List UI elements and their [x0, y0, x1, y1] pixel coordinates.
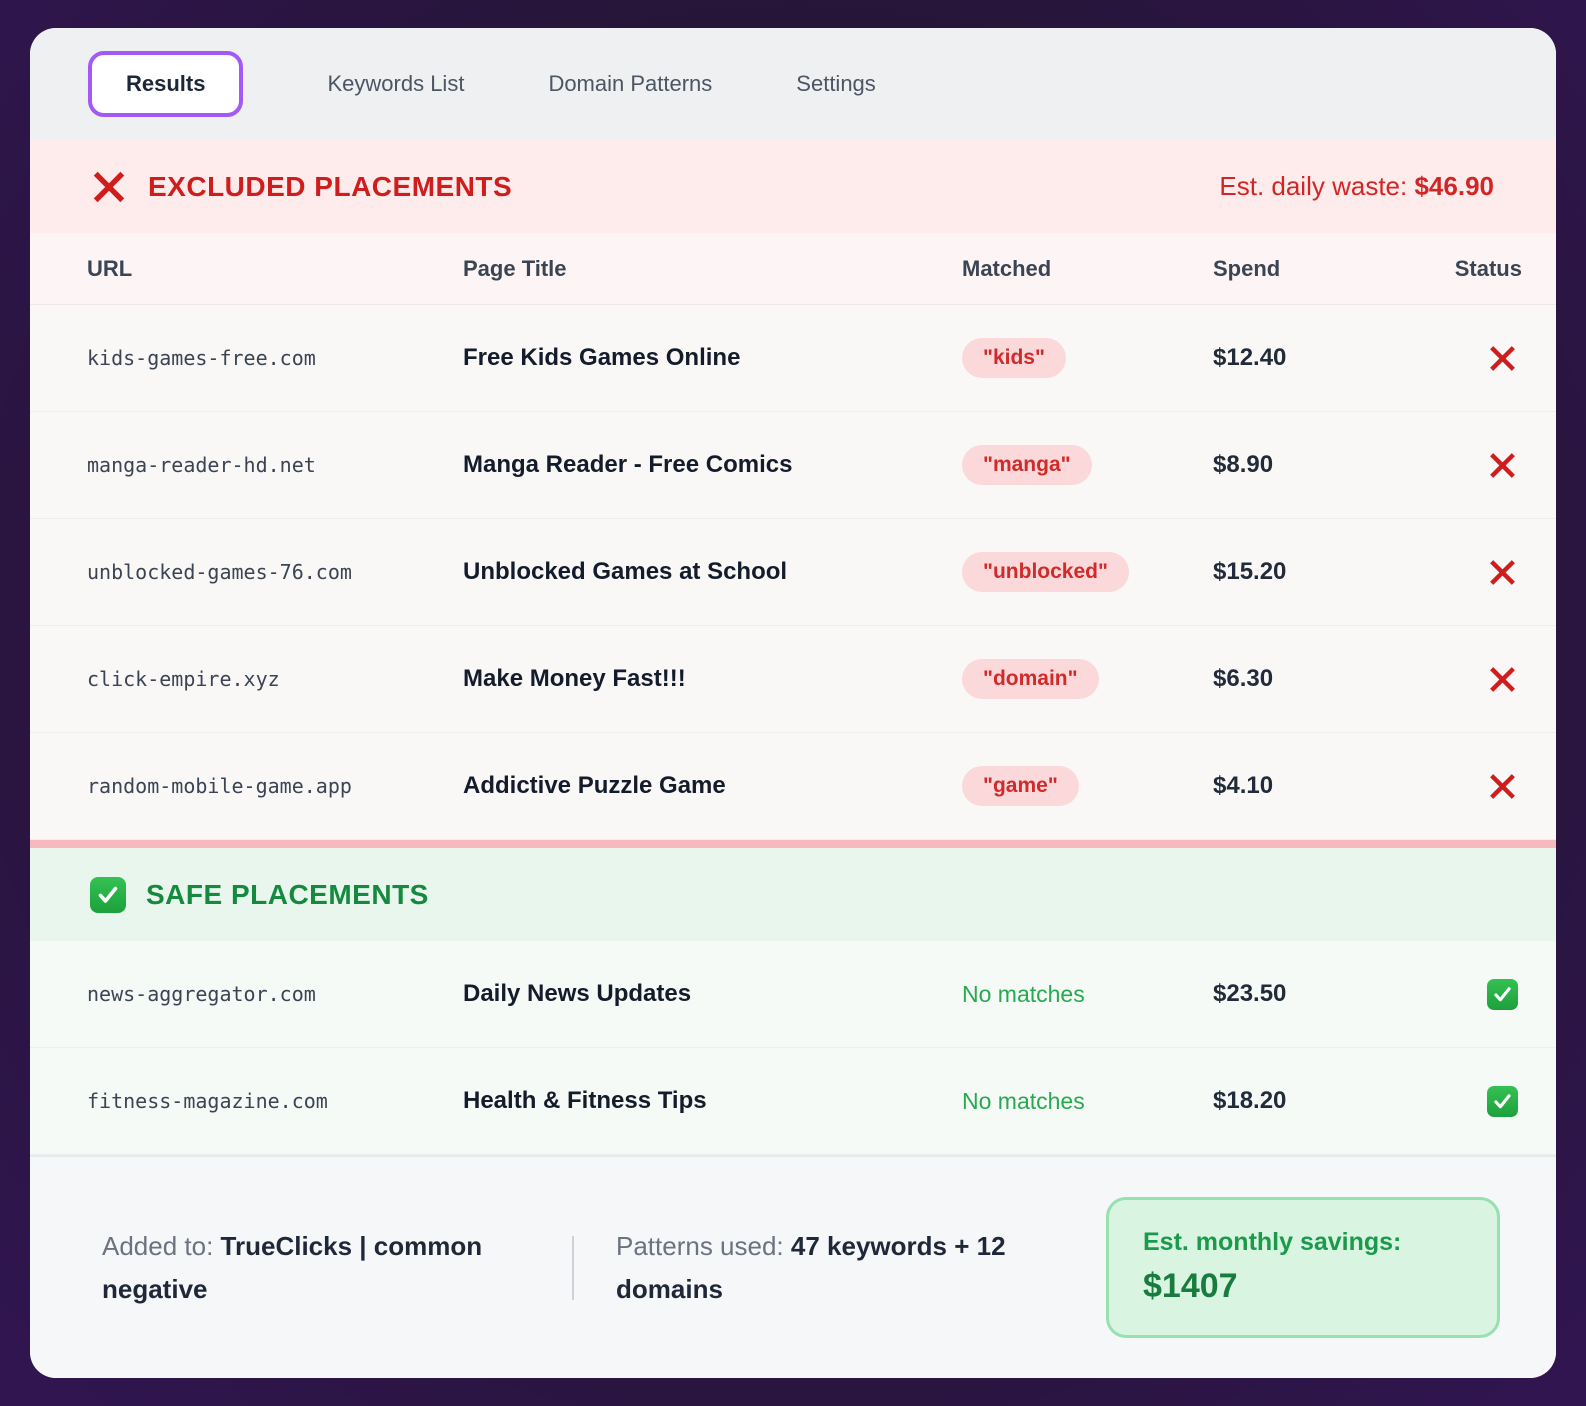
row-spend: $12.40	[1213, 344, 1287, 371]
tab-settings[interactable]: Settings	[796, 71, 876, 96]
tab-domain-patterns[interactable]: Domain Patterns	[548, 71, 713, 96]
no-matches-label: No matches	[962, 1087, 1085, 1114]
table-row: fitness-magazine.com Health & Fitness Ti…	[30, 1048, 1556, 1155]
row-page-title: Manga Reader - Free Comics	[463, 451, 793, 478]
safe-section-title: SAFE PLACEMENTS	[146, 878, 429, 910]
row-url: unblocked-games-76.com	[87, 560, 352, 584]
row-url: fitness-magazine.com	[87, 1089, 328, 1113]
table-row: kids-games-free.com Free Kids Games Onli…	[30, 305, 1556, 412]
row-url: random-mobile-game.app	[87, 774, 352, 798]
row-spend: $23.50	[1213, 980, 1287, 1007]
row-spend: $15.20	[1213, 558, 1287, 585]
no-matches-label: No matches	[962, 980, 1085, 1007]
row-spend: $4.10	[1213, 772, 1274, 799]
daily-waste-label: Est. daily waste:	[1219, 171, 1408, 201]
monthly-savings-label: Est. monthly savings:	[1143, 1228, 1402, 1257]
tab-keywords-list[interactable]: Keywords List	[327, 71, 465, 96]
row-spend: $8.90	[1213, 451, 1274, 478]
table-row: unblocked-games-76.com Unblocked Games a…	[30, 519, 1556, 626]
daily-waste: Est. daily waste: $46.90	[1219, 171, 1494, 202]
excluded-status-icon[interactable]	[1487, 771, 1518, 802]
row-url: kids-games-free.com	[87, 346, 316, 370]
tab-results[interactable]: Results	[88, 51, 244, 117]
added-to-value: TrueClicks | common negative	[102, 1231, 483, 1304]
row-url: click-empire.xyz	[87, 667, 280, 691]
row-page-title: Make Money Fast!!!	[463, 665, 686, 692]
row-page-title: Daily News Updates	[463, 980, 692, 1007]
table-row: click-empire.xyz Make Money Fast!!! "dom…	[30, 626, 1556, 733]
footer-divider	[572, 1235, 574, 1300]
matched-keyword-badge: "game"	[962, 766, 1079, 806]
patterns-used-summary: Patterns used: 47 keywords + 12 domains	[616, 1225, 1046, 1309]
row-spend: $6.30	[1213, 665, 1274, 692]
row-url: manga-reader-hd.net	[87, 453, 316, 477]
summary-footer: Added to: TrueClicks | common negative P…	[30, 1155, 1556, 1378]
main-card: Results Keywords List Domain Patterns Se…	[30, 28, 1556, 1378]
column-header-matched: Matched	[962, 255, 1052, 281]
column-header-status: Status	[1454, 255, 1522, 281]
added-to-label: Added to:	[102, 1231, 214, 1262]
matched-keyword-badge: "unblocked"	[962, 552, 1129, 592]
excluded-status-icon[interactable]	[1487, 557, 1518, 588]
safe-check-icon	[90, 876, 126, 913]
safe-placements-header: SAFE PLACEMENTS	[30, 848, 1556, 941]
table-row: manga-reader-hd.net Manga Reader - Free …	[30, 412, 1556, 519]
column-header-spend: Spend	[1213, 255, 1281, 281]
row-page-title: Unblocked Games at School	[463, 558, 788, 585]
excluded-status-icon[interactable]	[1487, 450, 1518, 481]
monthly-savings-value: $1407	[1143, 1266, 1238, 1305]
excluded-x-icon	[90, 168, 128, 206]
safe-status-icon[interactable]	[1487, 978, 1518, 1010]
excluded-status-icon[interactable]	[1487, 664, 1518, 695]
row-page-title: Free Kids Games Online	[463, 344, 741, 371]
row-page-title: Health & Fitness Tips	[463, 1087, 707, 1114]
safe-status-icon[interactable]	[1487, 1085, 1518, 1117]
section-divider	[30, 840, 1556, 848]
matched-keyword-badge: "manga"	[962, 445, 1092, 485]
daily-waste-value: $46.90	[1414, 171, 1494, 201]
patterns-used-value: 47 keywords + 12 domains	[616, 1231, 1006, 1304]
patterns-used-label: Patterns used:	[616, 1231, 784, 1262]
matched-keyword-badge: "domain"	[962, 659, 1099, 699]
row-url: news-aggregator.com	[87, 982, 316, 1006]
excluded-section-title: EXCLUDED PLACEMENTS	[148, 170, 513, 202]
table-header-row: URL Page Title Matched Spend Status	[30, 233, 1556, 305]
column-header-page-title: Page Title	[463, 255, 567, 281]
table-row: news-aggregator.com Daily News Updates N…	[30, 941, 1556, 1048]
row-spend: $18.20	[1213, 1087, 1287, 1114]
tab-bar: Results Keywords List Domain Patterns Se…	[30, 28, 1556, 140]
excluded-status-icon[interactable]	[1487, 343, 1518, 374]
matched-keyword-badge: "kids"	[962, 338, 1066, 378]
excluded-placements-header: EXCLUDED PLACEMENTS Est. daily waste: $4…	[30, 140, 1556, 233]
table-row: random-mobile-game.app Addictive Puzzle …	[30, 733, 1556, 840]
column-header-url: URL	[87, 255, 133, 281]
row-page-title: Addictive Puzzle Game	[463, 772, 726, 799]
added-to-summary: Added to: TrueClicks | common negative	[102, 1225, 572, 1309]
monthly-savings-badge: Est. monthly savings: $1407	[1106, 1197, 1500, 1338]
